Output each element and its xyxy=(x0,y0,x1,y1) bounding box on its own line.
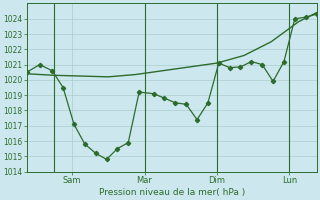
X-axis label: Pression niveau de la mer( hPa ): Pression niveau de la mer( hPa ) xyxy=(99,188,245,197)
